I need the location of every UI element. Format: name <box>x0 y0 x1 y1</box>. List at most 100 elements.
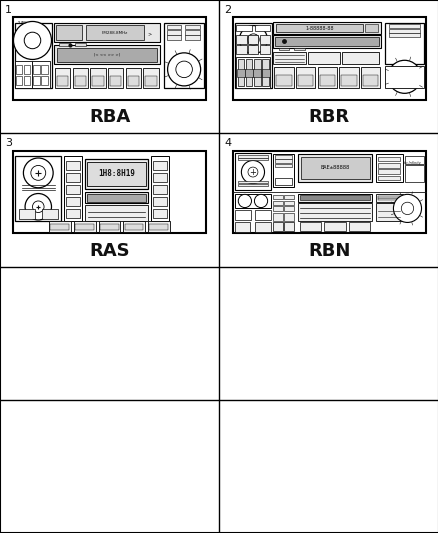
Bar <box>339 67 358 87</box>
Circle shape <box>167 53 200 86</box>
Text: RBA: RBA <box>89 108 130 126</box>
Bar <box>153 161 166 171</box>
Bar <box>388 34 419 37</box>
Text: BAE±88888: BAE±88888 <box>320 165 349 171</box>
Bar <box>148 221 170 231</box>
Bar <box>66 209 80 219</box>
Bar <box>232 151 425 233</box>
Bar <box>274 67 293 87</box>
Bar <box>254 222 270 231</box>
Bar <box>16 65 22 74</box>
Bar <box>167 36 181 39</box>
Bar <box>234 153 271 190</box>
Bar <box>378 198 399 200</box>
Bar <box>272 213 283 221</box>
Circle shape <box>238 195 251 207</box>
Bar <box>234 23 272 87</box>
Bar <box>66 197 80 206</box>
Bar <box>41 65 47 74</box>
Bar <box>24 65 30 74</box>
Bar <box>299 195 369 200</box>
Bar <box>298 154 371 182</box>
Bar <box>15 61 32 87</box>
Bar <box>378 157 399 161</box>
Bar <box>237 59 244 86</box>
Bar <box>125 68 141 87</box>
Bar <box>378 169 399 174</box>
Bar <box>295 67 314 87</box>
Bar <box>272 195 283 199</box>
Bar <box>319 75 334 86</box>
Circle shape <box>392 195 420 222</box>
Bar <box>153 197 166 206</box>
Bar <box>378 176 399 180</box>
Text: 1: 1 <box>5 5 12 15</box>
Text: 2: 2 <box>224 5 231 15</box>
Bar <box>276 75 291 86</box>
Bar <box>298 204 371 221</box>
Bar <box>236 36 246 44</box>
Bar <box>123 221 145 231</box>
Bar <box>297 75 313 86</box>
Bar <box>41 76 47 85</box>
Circle shape <box>23 158 53 188</box>
Circle shape <box>24 32 41 49</box>
Bar <box>55 68 70 87</box>
Bar <box>153 173 166 182</box>
Text: +: + <box>249 167 256 176</box>
Bar <box>375 204 402 221</box>
Text: RBR: RBR <box>308 108 349 126</box>
Bar <box>127 76 139 86</box>
Bar <box>124 224 143 230</box>
Text: to Infinity: to Infinity <box>403 161 420 165</box>
Bar <box>33 65 40 74</box>
Bar <box>259 45 269 54</box>
Bar <box>92 76 103 86</box>
Bar <box>42 209 58 219</box>
Bar <box>145 76 156 86</box>
Text: FM288.8MHz: FM288.8MHz <box>101 30 127 35</box>
Bar <box>300 157 369 180</box>
Bar <box>284 206 293 211</box>
Bar <box>232 18 425 100</box>
Text: >: > <box>147 31 151 36</box>
Circle shape <box>400 202 413 215</box>
Bar <box>24 76 30 85</box>
Bar <box>388 29 419 33</box>
Text: 1H8:8H19: 1H8:8H19 <box>98 169 135 178</box>
Bar <box>375 193 402 202</box>
Bar <box>57 76 68 86</box>
Bar <box>284 195 293 199</box>
Bar <box>99 224 118 230</box>
Bar <box>362 75 377 86</box>
Bar <box>272 206 283 211</box>
Bar <box>284 200 293 205</box>
Bar <box>85 205 148 221</box>
Bar <box>364 24 377 32</box>
Bar <box>64 156 81 221</box>
Bar <box>261 69 269 77</box>
Bar <box>259 36 269 44</box>
Bar <box>167 25 181 29</box>
Bar <box>74 76 86 86</box>
Bar <box>234 222 250 231</box>
Bar <box>254 59 260 86</box>
Bar <box>254 210 271 220</box>
Bar <box>272 22 381 34</box>
Bar <box>238 184 267 186</box>
Bar <box>49 221 71 231</box>
Bar <box>299 222 321 231</box>
Bar <box>404 165 423 182</box>
Bar <box>108 68 123 87</box>
Bar <box>56 25 82 41</box>
Bar <box>378 163 399 168</box>
Bar <box>324 222 345 231</box>
Bar <box>275 155 292 158</box>
Bar <box>342 52 378 64</box>
Bar <box>50 224 69 230</box>
Bar <box>238 181 267 183</box>
Circle shape <box>247 167 257 177</box>
Circle shape <box>396 69 411 84</box>
Bar <box>185 30 199 35</box>
Bar <box>236 57 270 87</box>
